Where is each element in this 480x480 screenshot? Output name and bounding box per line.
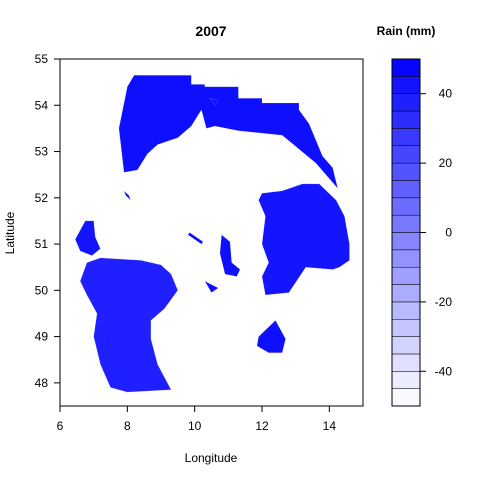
- colorbar-swatch: [391, 58, 421, 77]
- x-tick-label: 12: [255, 419, 269, 433]
- y-axis-label: Latitude: [3, 211, 17, 254]
- colorbar-swatch: [391, 319, 421, 337]
- colorbar-swatch: [391, 284, 421, 303]
- contour-region-west-small: [74, 220, 101, 256]
- x-tick-label: 10: [188, 419, 202, 433]
- contour-region-wedge: [204, 280, 219, 293]
- y-tick-label: 50: [35, 283, 49, 297]
- colorbar-swatch: [391, 266, 421, 285]
- contour-region-southwest: [79, 257, 179, 393]
- colorbar-swatch: [391, 371, 421, 389]
- chart-title: 2007: [195, 23, 226, 39]
- colorbar-swatch: [391, 93, 421, 112]
- contour-region-east: [258, 183, 350, 296]
- colorbar-tick-label: 40: [439, 87, 453, 101]
- y-tick-label: 54: [35, 98, 49, 112]
- colorbar-tick-label: -20: [435, 295, 453, 309]
- y-tick-label: 49: [35, 330, 49, 344]
- y-tick-label: 55: [35, 52, 49, 66]
- colorbar-swatch: [391, 353, 421, 372]
- colorbar-swatch: [391, 110, 421, 129]
- y-tick-label: 53: [35, 145, 49, 159]
- colorbar-swatch: [391, 128, 421, 146]
- contour-region-bavaria-blob: [256, 320, 286, 353]
- contour-region-sliver: [123, 190, 131, 201]
- colorbar-swatch: [391, 249, 421, 268]
- contour-region-north-islet: [209, 97, 219, 106]
- colorbar-tick-label: 20: [439, 156, 453, 170]
- colorbar-swatch: [391, 388, 421, 407]
- colorbar-tick-label: -40: [435, 364, 453, 378]
- x-tick-label: 14: [323, 419, 337, 433]
- colorbar-swatch: [391, 145, 421, 164]
- contour-region-dash: [187, 232, 204, 245]
- contour-fill-layer: [74, 74, 350, 393]
- x-axis-label: Longitude: [185, 451, 238, 465]
- contour-region-center-small: [219, 234, 241, 277]
- colorbar-swatch: [391, 197, 421, 216]
- colorbar-swatch: [391, 301, 421, 320]
- colorbar-swatch: [391, 180, 421, 199]
- colorbar-swatch: [391, 336, 421, 355]
- x-tick-label: 6: [57, 419, 64, 433]
- x-axis: 6 8 10 12 14: [57, 405, 337, 433]
- colorbar-swatch: [391, 76, 421, 94]
- colorbar-swatch: [391, 214, 421, 233]
- colorbar: -40 -20 0 20 40: [391, 58, 453, 407]
- y-tick-label: 48: [35, 376, 49, 390]
- y-tick-label: 51: [35, 237, 49, 251]
- y-tick-label: 52: [35, 191, 49, 205]
- colorbar-tick-label: 0: [445, 226, 452, 240]
- colorbar-swatch: [391, 232, 421, 251]
- colorbar-swatch: [391, 162, 421, 181]
- colorbar-title: Rain (mm): [377, 24, 436, 38]
- contour-region-north: [118, 74, 338, 189]
- x-tick-label: 8: [124, 419, 131, 433]
- y-axis: 48 49 50 51 52 53 54 55: [35, 52, 61, 390]
